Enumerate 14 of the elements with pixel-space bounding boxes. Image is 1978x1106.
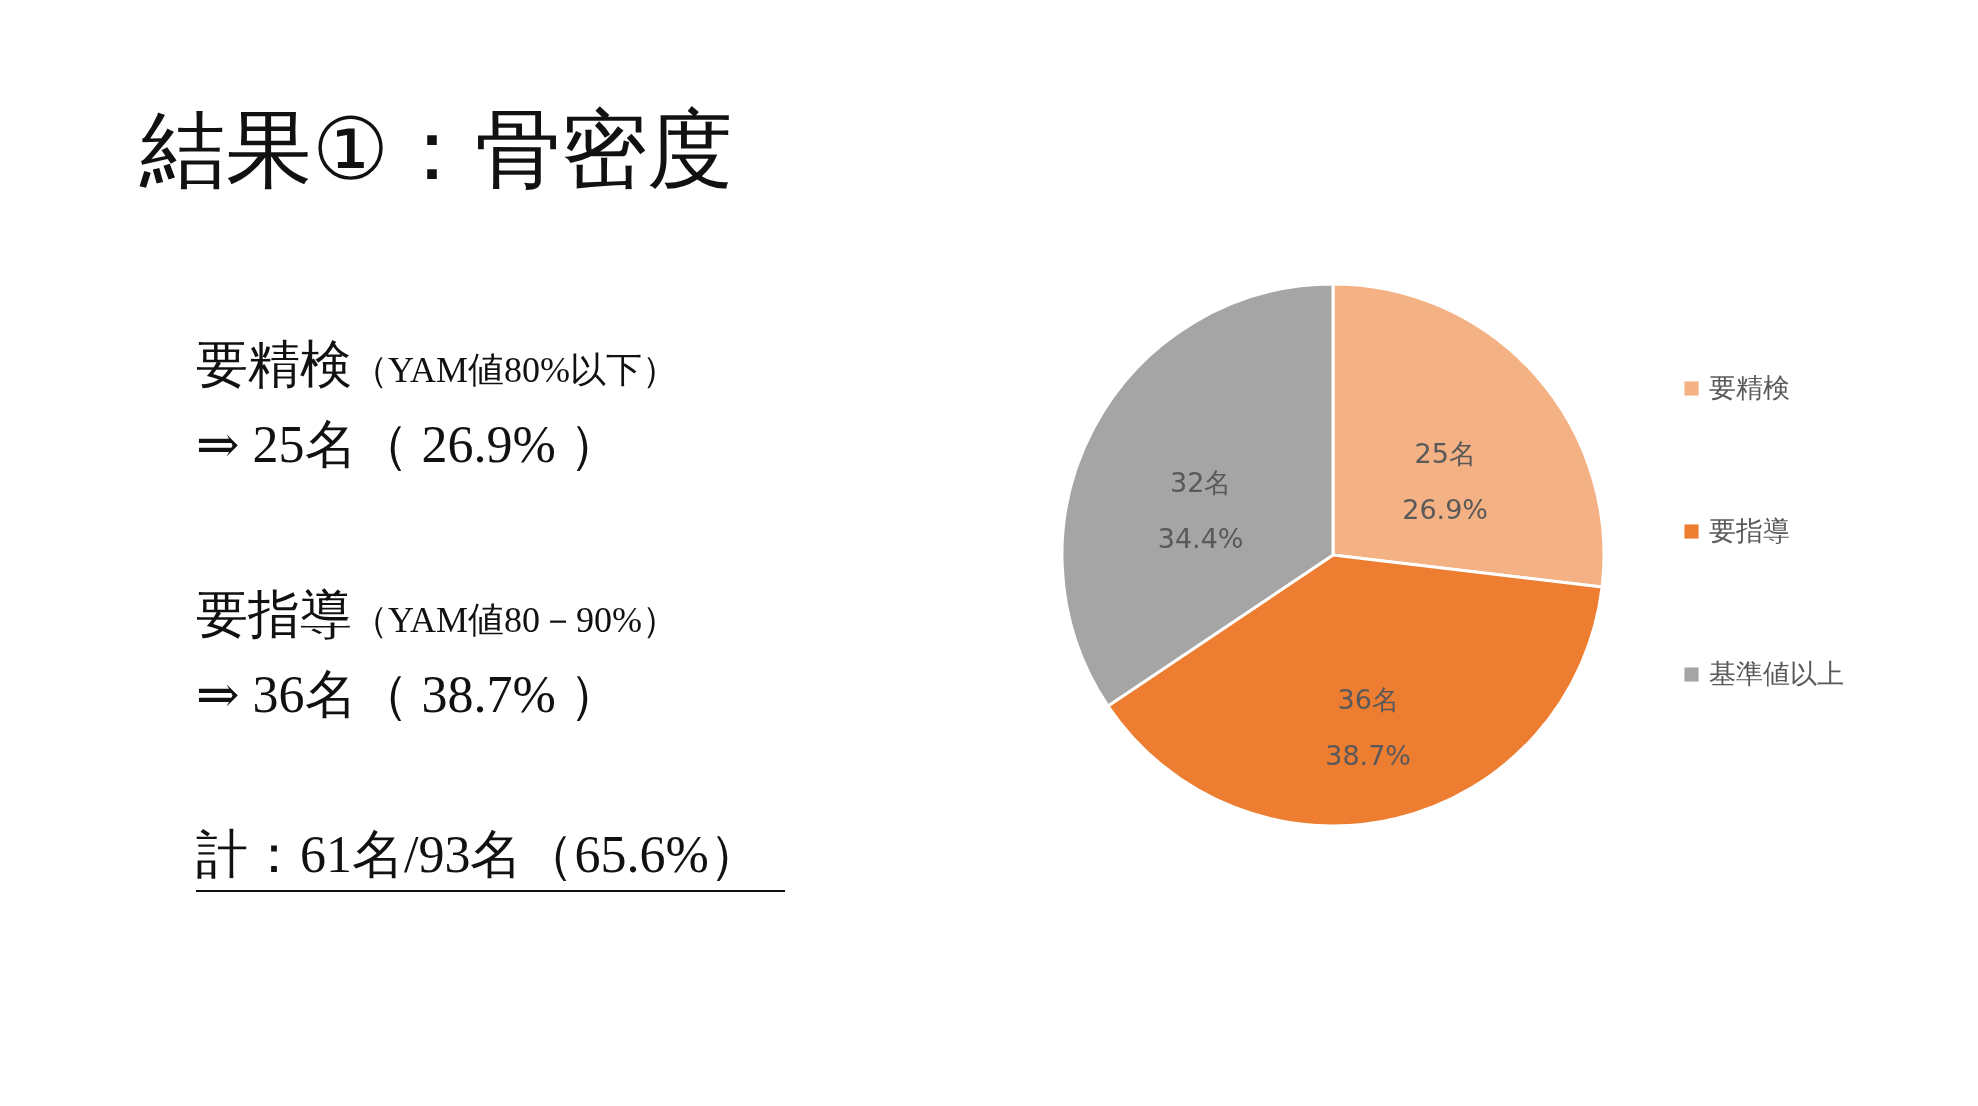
text: ⇒ 25名（ 26.9% ） [196, 416, 621, 473]
text: 要指導 [196, 586, 352, 643]
text: 計：61名/93名（65.6%） [196, 826, 761, 883]
data-label: 36名 38.7% [1325, 683, 1412, 771]
legend-label: 基準値以上 [1709, 657, 1844, 689]
text: （YAM値80－90%） [352, 600, 679, 640]
text: 要精検 [196, 336, 352, 393]
legend-label: 要精検 [1709, 371, 1790, 403]
chart-title: 結果①：骨密度 [140, 98, 734, 201]
text: ⇒ 36名（ 38.7% ） [196, 666, 621, 723]
data-label: 25名 26.9% [1402, 438, 1489, 526]
legend-label: 要指導 [1709, 514, 1790, 546]
text: （YAM値80%以下） [352, 350, 679, 390]
data-label: 32名 34.4% [1157, 467, 1244, 555]
